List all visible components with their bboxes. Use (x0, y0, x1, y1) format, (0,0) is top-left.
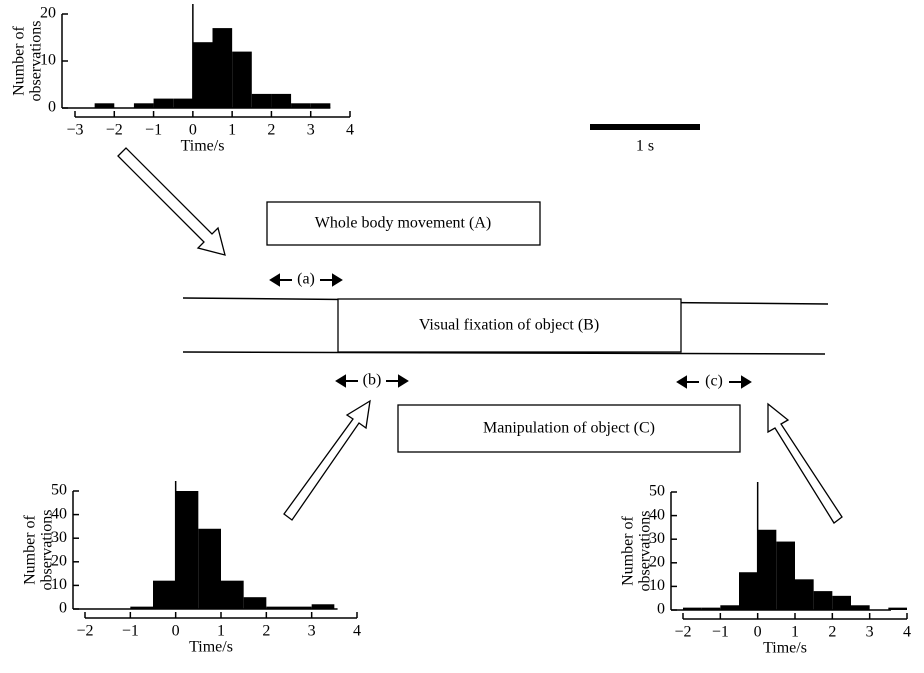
x-tick-label: 3 (308, 623, 316, 640)
bar (266, 606, 289, 609)
bar (198, 528, 221, 609)
arrow (117, 147, 226, 256)
bar (813, 591, 833, 610)
line (182, 351, 826, 355)
y-axis-label: observations (39, 510, 56, 591)
bar (221, 580, 244, 609)
bar (310, 103, 331, 108)
x-tick-label: 3 (307, 122, 315, 139)
y-tick-label: 10 (51, 576, 67, 593)
x-tick-label: 1 (217, 623, 225, 640)
bar (289, 606, 312, 609)
bar (94, 103, 115, 108)
y-tick-label: 30 (649, 530, 665, 547)
x-tick-label: 3 (866, 624, 874, 641)
y-axis-label: Number of (11, 25, 28, 95)
y-tick-label: 20 (51, 552, 67, 569)
y-axis-label: observations (28, 21, 45, 102)
interval-arrows (269, 273, 752, 389)
bar (291, 103, 311, 108)
bar (251, 93, 272, 108)
diagram: 1 s Whole body movement (A) (a) Visual f… (117, 124, 843, 524)
x-axis-label: Time/s (189, 639, 233, 656)
y-tick-label: 20 (40, 5, 56, 22)
y-tick-label: 40 (51, 505, 67, 522)
y-tick-label: 10 (649, 577, 665, 594)
y-tick-label: 40 (649, 506, 665, 523)
arrow (767, 402, 843, 524)
x-tick-label: 1 (791, 624, 799, 641)
x-tick-label: −2 (106, 122, 123, 139)
scale-label: 1 s (636, 138, 654, 155)
y-axis-label: Number of (22, 514, 39, 584)
bar (153, 98, 174, 108)
y-tick-label: 0 (59, 600, 67, 617)
bar (173, 98, 193, 108)
bar (130, 606, 153, 609)
x-tick-label: 1 (228, 122, 236, 139)
bar (192, 42, 213, 109)
y-axis-label: observations (637, 511, 654, 592)
bar (311, 604, 335, 609)
bar (133, 103, 154, 108)
x-tick-label: 4 (353, 623, 361, 640)
x-tick-label: 0 (172, 623, 180, 640)
interval-label: (c) (705, 373, 723, 390)
bar (212, 28, 233, 109)
x-tick-label: 2 (262, 623, 270, 640)
x-tick-label: 2 (828, 624, 836, 641)
y-axis-label: Number of (620, 515, 637, 585)
bar (701, 607, 721, 610)
x-tick-label: −1 (145, 122, 162, 139)
x-tick-label: 0 (189, 122, 197, 139)
y-tick-label: 10 (40, 52, 56, 69)
box-label: Manipulation of object (C) (483, 420, 655, 437)
bar (757, 529, 777, 610)
x-tick-label: −1 (122, 623, 139, 640)
x-tick-label: 4 (903, 624, 911, 641)
x-tick-label: 4 (346, 122, 354, 139)
x-tick-label: −2 (674, 624, 691, 641)
box-label: Whole body movement (A) (315, 215, 491, 232)
y-tick-label: 20 (649, 553, 665, 570)
bar (851, 605, 870, 610)
bar (683, 607, 702, 610)
box (397, 404, 741, 453)
y-tick-label: 50 (51, 482, 67, 499)
scale-bar (590, 124, 700, 130)
bar (888, 607, 907, 610)
bar (720, 605, 739, 610)
interval-label: (b) (363, 372, 382, 389)
x-tick-label: −1 (712, 624, 729, 641)
x-tick-label: 2 (267, 122, 275, 139)
y-tick-label: 0 (48, 99, 56, 116)
y-tick-label: 0 (657, 601, 665, 618)
bar (153, 580, 176, 609)
x-tick-label: −3 (66, 122, 83, 139)
x-tick-label: −2 (76, 623, 93, 640)
arrow (283, 399, 371, 521)
interval-label: (a) (297, 271, 315, 288)
box (337, 298, 682, 353)
bar (739, 572, 758, 610)
box-label: Visual fixation of object (B) (419, 317, 599, 334)
y-tick-label: 50 (649, 483, 665, 500)
bar (795, 579, 814, 610)
box (266, 201, 541, 246)
x-axis-label: Time/s (763, 640, 807, 657)
bar (232, 51, 252, 108)
bar (175, 491, 199, 609)
bar (776, 541, 795, 610)
bar (271, 93, 292, 108)
bar (243, 597, 267, 609)
y-tick-label: 30 (51, 529, 67, 546)
x-axis-label: Time/s (181, 138, 225, 155)
bar (832, 595, 851, 610)
x-tick-label: 0 (754, 624, 762, 641)
